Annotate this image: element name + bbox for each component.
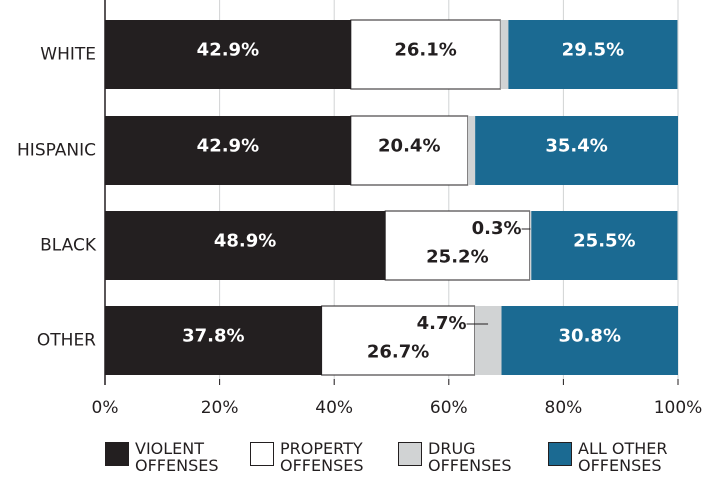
x-tick-label: 0% xyxy=(92,398,119,418)
bar-segment xyxy=(105,306,322,375)
legend-swatch xyxy=(250,442,274,466)
data-label: 48.9% xyxy=(214,231,276,252)
plot: 0%20%40%60%80%100%WHITE42.9%26.1%1.4%29.… xyxy=(17,0,703,418)
x-tick-label: 40% xyxy=(315,398,353,418)
data-label: 37.8% xyxy=(182,326,244,347)
bar-segment xyxy=(467,116,476,185)
data-label: 29.5% xyxy=(562,40,624,61)
legend-swatch xyxy=(105,442,129,466)
data-label: 0.3% xyxy=(472,218,522,239)
bar-segment xyxy=(508,20,678,89)
bar-segment xyxy=(529,211,532,280)
data-label: 42.9% xyxy=(197,40,259,61)
x-tick-label: 100% xyxy=(654,398,703,418)
bar-segment xyxy=(474,306,502,375)
legend-item: DRUG OFFENSES xyxy=(398,439,512,475)
bar-segment xyxy=(350,19,501,90)
bar-segment xyxy=(475,116,678,185)
bar-segment xyxy=(105,116,351,185)
bar-segment xyxy=(500,20,509,89)
data-label: 25.5% xyxy=(573,231,635,252)
y-tick-label: OTHER xyxy=(37,331,96,351)
data-label: 4.7% xyxy=(417,313,467,334)
legend-label: ALL OTHER OFFENSES xyxy=(578,439,668,475)
x-tick-label: 60% xyxy=(430,398,468,418)
legend-swatch xyxy=(398,442,422,466)
bar-segment xyxy=(501,306,678,375)
data-label: 30.8% xyxy=(559,326,621,347)
bar-segment xyxy=(105,211,386,280)
bar-segment xyxy=(350,115,469,186)
data-label: 20.4% xyxy=(378,136,440,157)
y-tick-label: HISPANIC xyxy=(17,141,96,161)
legend-item: PROPERTY OFFENSES xyxy=(250,439,364,475)
bar-segment xyxy=(531,211,678,280)
bar-segment xyxy=(384,210,531,281)
data-label: 42.9% xyxy=(197,136,259,157)
data-label: 35.4% xyxy=(545,136,607,157)
x-tick-label: 20% xyxy=(201,398,239,418)
legend-label: DRUG OFFENSES xyxy=(428,439,512,475)
bar-segment xyxy=(321,305,476,376)
data-label: 26.1% xyxy=(394,40,456,61)
legend-item: VIOLENT OFFENSES xyxy=(105,439,219,475)
y-tick-label: WHITE xyxy=(40,45,96,65)
legend-label: VIOLENT OFFENSES xyxy=(135,439,219,475)
data-label: 25.2% xyxy=(426,247,488,268)
y-tick-label: BLACK xyxy=(40,236,97,256)
legend-swatch xyxy=(548,442,572,466)
x-tick-label: 80% xyxy=(545,398,583,418)
bar-segment xyxy=(105,20,351,89)
data-label: 26.7% xyxy=(367,342,429,363)
legend-item: ALL OTHER OFFENSES xyxy=(548,440,674,474)
legend-label: PROPERTY OFFENSES xyxy=(280,439,364,475)
